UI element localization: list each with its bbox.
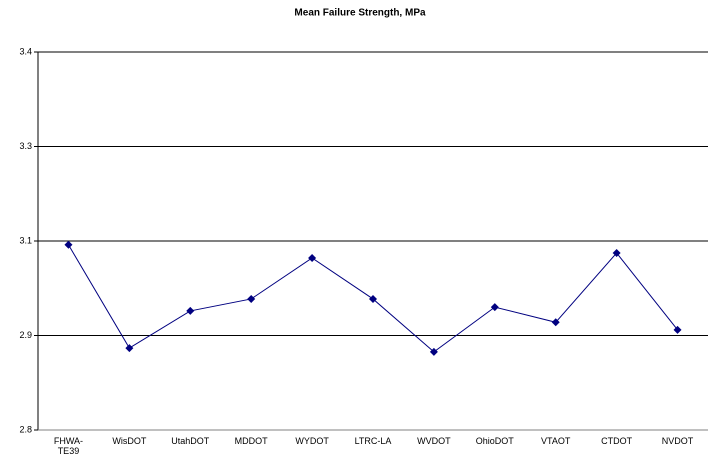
data-point [551,318,560,327]
x-tick-label: CTDOT [601,436,633,446]
x-tick-label: WisDOT [112,436,147,446]
x-tick-label: OhioDOT [475,436,514,446]
x-tick-label: UtahDOT [171,436,210,446]
chart-title: Mean Failure Strength, MPa [294,8,426,19]
data-point [64,240,73,249]
data-point [247,294,256,303]
data-point [369,294,377,303]
data-point [125,344,134,353]
y-tick-label: 3.4 [19,46,32,56]
y-tick-label: 3.3 [19,141,32,151]
data-point [186,306,195,315]
x-tick-label: WVDOT [417,436,451,446]
data-point [612,248,621,257]
x-tick-label: LTRC-LA [354,436,392,446]
data-point [673,325,682,334]
x-tick-label: VTAOT [541,436,571,446]
data-point [490,303,499,312]
y-tick-label: 3.1 [19,235,32,245]
x-tick-label: WYDOT [295,436,329,446]
x-tick-label: FHWA-TE39 [53,436,84,456]
y-tick-label: 2.9 [19,330,32,340]
data-point [429,347,438,356]
x-tick-label: MDDOT [234,436,268,446]
x-tick-label: NVDOT [661,436,694,446]
y-tick-label: 2.8 [19,424,32,434]
data-point [308,254,317,263]
